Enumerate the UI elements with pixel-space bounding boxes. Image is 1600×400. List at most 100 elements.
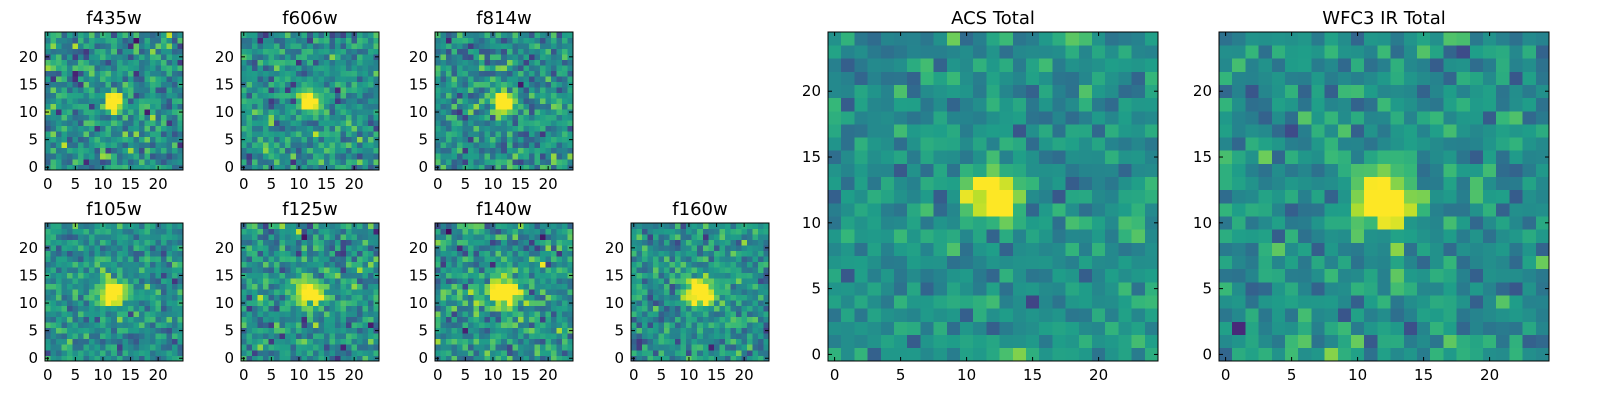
heatmap-cell xyxy=(252,267,258,273)
heatmap-cell xyxy=(301,54,308,60)
heatmap-cell xyxy=(473,338,480,345)
heatmap-cell xyxy=(356,344,363,351)
heatmap-cell xyxy=(446,228,452,235)
heatmap-cell xyxy=(329,81,336,88)
heatmap-cell xyxy=(528,32,535,38)
heatmap-cell xyxy=(296,322,303,329)
heatmap-cell xyxy=(534,109,541,116)
heatmap-cell xyxy=(171,349,178,356)
heatmap-cell xyxy=(556,131,563,138)
heatmap-cell xyxy=(318,322,325,329)
heatmap-cell xyxy=(373,261,380,268)
heatmap-cell xyxy=(177,278,184,285)
heatmap-cell xyxy=(664,300,670,307)
heatmap-cell xyxy=(127,245,134,251)
heatmap-cell xyxy=(177,239,184,246)
heatmap-cell xyxy=(274,81,280,88)
heatmap-cell xyxy=(556,164,563,171)
heatmap-cell xyxy=(534,114,541,121)
heatmap-cell xyxy=(528,289,535,296)
heatmap-cell xyxy=(72,239,79,246)
heatmap-cell xyxy=(323,228,330,235)
heatmap-cell xyxy=(642,228,648,235)
heatmap-cell xyxy=(1052,189,1066,204)
heatmap-cell xyxy=(100,48,107,55)
heatmap-cell xyxy=(171,114,178,121)
heatmap-cell xyxy=(713,344,720,351)
heatmap-cell xyxy=(257,147,264,154)
heatmap-cell xyxy=(435,322,441,329)
heatmap-cell xyxy=(664,239,670,246)
heatmap-cell xyxy=(686,289,693,296)
heatmap-cell xyxy=(451,239,458,246)
heatmap-cell xyxy=(252,311,258,318)
heatmap-cell xyxy=(730,223,737,229)
heatmap-cell xyxy=(1118,347,1132,362)
heatmap-cell xyxy=(854,176,868,191)
heatmap-cell xyxy=(550,109,557,116)
heatmap-cell xyxy=(550,136,557,143)
heatmap-cell xyxy=(94,261,101,268)
heatmap-cell xyxy=(1092,242,1106,257)
heatmap-cell xyxy=(1052,229,1066,243)
heatmap-cell xyxy=(451,311,458,318)
heatmap-cell xyxy=(155,272,162,279)
heatmap-cell xyxy=(373,120,380,127)
heatmap-cell xyxy=(268,245,275,251)
heatmap-cell xyxy=(279,322,286,329)
heatmap-cell xyxy=(561,239,568,246)
heatmap-cell xyxy=(451,37,458,44)
heatmap-cell xyxy=(111,278,118,285)
heatmap-cell xyxy=(127,256,134,262)
heatmap-cell xyxy=(67,142,73,149)
heatmap-cell xyxy=(724,223,731,229)
x-tick-label: 10 xyxy=(93,366,112,384)
heatmap-cell xyxy=(506,316,513,323)
heatmap-cell xyxy=(512,43,519,49)
heatmap-cell xyxy=(138,333,145,340)
heatmap-cell xyxy=(647,278,654,285)
heatmap-cell xyxy=(105,54,112,60)
heatmap-cell xyxy=(446,272,452,279)
heatmap-cell xyxy=(556,245,563,251)
heatmap-cell xyxy=(116,59,123,66)
heatmap-cell xyxy=(356,322,363,329)
heatmap-cell xyxy=(127,327,134,334)
heatmap-cell xyxy=(263,283,269,290)
heatmap-cell xyxy=(561,305,568,312)
heatmap-cell xyxy=(83,261,90,268)
heatmap-cell xyxy=(642,283,648,290)
heatmap-cell xyxy=(246,147,253,154)
heatmap-cell xyxy=(323,294,330,301)
heatmap-cell xyxy=(741,349,748,356)
heatmap-cell xyxy=(301,120,308,127)
heatmap-cell xyxy=(279,245,286,251)
heatmap-cell xyxy=(730,300,737,307)
heatmap-cell xyxy=(973,176,987,191)
heatmap-cell xyxy=(894,229,908,243)
heatmap-cell xyxy=(312,65,319,71)
heatmap-cell xyxy=(746,256,753,262)
heatmap-cell xyxy=(933,295,948,309)
heatmap-cell xyxy=(78,32,84,38)
heatmap-cell xyxy=(669,333,676,340)
heatmap-cell xyxy=(111,245,118,251)
heatmap-cell xyxy=(894,163,908,178)
heatmap-cell xyxy=(495,81,502,88)
heatmap-cell xyxy=(752,305,759,312)
heatmap-cell xyxy=(556,87,563,94)
heatmap-cell xyxy=(323,114,330,121)
heatmap-cell xyxy=(61,250,68,257)
heatmap-cell xyxy=(116,125,123,132)
heatmap-cell xyxy=(362,228,369,235)
heatmap-cell xyxy=(144,120,151,127)
heatmap-cell xyxy=(301,43,308,49)
heatmap-cell xyxy=(252,289,258,296)
heatmap-cell xyxy=(1078,189,1093,204)
heatmap-cell xyxy=(312,37,319,44)
heatmap-cell xyxy=(446,311,452,318)
heatmap-cell xyxy=(318,283,325,290)
heatmap-cell xyxy=(149,261,156,268)
heatmap-cell xyxy=(561,147,568,154)
